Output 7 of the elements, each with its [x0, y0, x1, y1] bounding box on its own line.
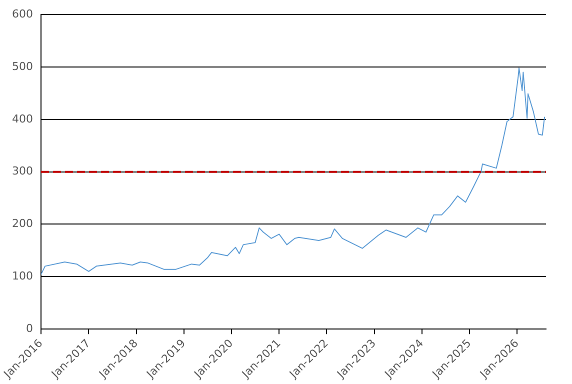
y-tick-label: 400 — [12, 112, 33, 126]
y-tick-label: 100 — [12, 270, 33, 283]
y-tick-label: 600 — [12, 7, 33, 20]
y-tick-label: 300 — [12, 164, 33, 178]
y-tick-label: 200 — [12, 217, 33, 230]
y-tick-label: 500 — [12, 60, 33, 73]
y-tick-label: 0 — [26, 322, 33, 335]
